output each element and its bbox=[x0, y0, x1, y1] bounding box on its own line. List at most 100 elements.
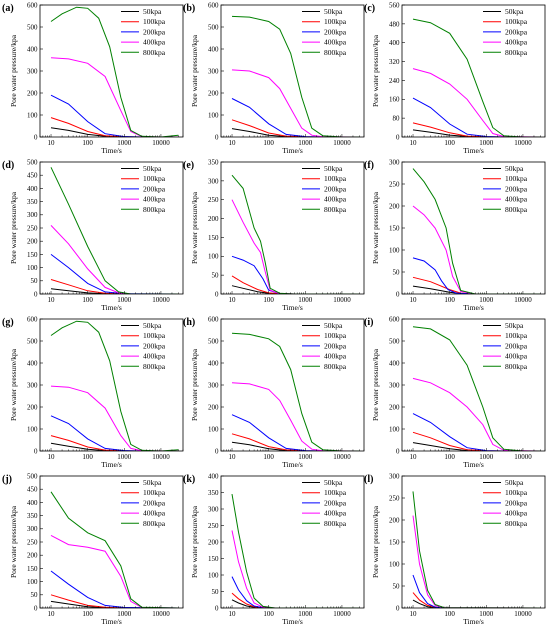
series-line-400kpa bbox=[412, 205, 541, 294]
y-tick-label: 250 bbox=[208, 522, 219, 530]
y-tick-label: 150 bbox=[208, 555, 219, 563]
x-tick-label: 100 bbox=[263, 453, 274, 461]
x-tick-label: 10000 bbox=[152, 296, 170, 304]
legend-entry: 200kpa bbox=[505, 27, 528, 36]
legend-entry: 200kpa bbox=[143, 184, 166, 193]
x-tick-label: 1000 bbox=[479, 139, 494, 147]
legend-entry: 800kpa bbox=[324, 48, 347, 57]
series-line-400kpa bbox=[50, 225, 179, 294]
y-tick-label: 250 bbox=[27, 538, 38, 546]
x-tick-label: 1000 bbox=[117, 139, 132, 147]
x-tick-label: 100 bbox=[444, 139, 455, 147]
series-line-400kpa bbox=[412, 377, 541, 451]
y-tick-label: 350 bbox=[27, 198, 38, 206]
x-tick-label: 100 bbox=[82, 296, 93, 304]
y-tick-label: 400 bbox=[208, 359, 219, 367]
y-tick-label: 50 bbox=[212, 272, 220, 280]
x-axis-label: Time/s bbox=[282, 303, 303, 312]
panel-label: (j) bbox=[2, 474, 12, 485]
x-tick-label: 100 bbox=[82, 139, 93, 147]
x-tick-label: 1000 bbox=[117, 610, 132, 618]
panel-a: (a) 0 100 200 300 400 500 600 10 100 1000 10000 Time… bbox=[2, 1, 184, 155]
y-tick-label: 250 bbox=[27, 224, 38, 232]
x-tick-label: 10 bbox=[48, 610, 56, 618]
panel-f: (f) 0 50 100 150 200 250 300 10 100 1000 10000 Time/… bbox=[364, 158, 546, 312]
y-tick-label: 350 bbox=[27, 512, 38, 520]
legend-entry: 50kpa bbox=[505, 164, 524, 173]
legend-entry: 50kpa bbox=[324, 478, 343, 487]
legend-entry: 800kpa bbox=[505, 48, 528, 57]
series-line-200kpa bbox=[412, 574, 541, 608]
y-tick-label: 0 bbox=[215, 133, 219, 141]
panel-i: (i) 0 100 200 300 400 500 600 10 100 1000 10000 Time… bbox=[364, 315, 546, 469]
series-line-100kpa bbox=[231, 433, 360, 451]
x-tick-label: 1000 bbox=[298, 610, 313, 618]
series-line-100kpa bbox=[231, 275, 360, 294]
panel-label: (e) bbox=[183, 160, 194, 171]
y-tick-label: 300 bbox=[208, 505, 219, 513]
legend-entry: 800kpa bbox=[324, 205, 347, 214]
legend-entry: 400kpa bbox=[143, 509, 166, 518]
y-tick-label: 150 bbox=[27, 565, 38, 573]
y-tick-label: 100 bbox=[27, 425, 38, 433]
y-tick-label: 0 bbox=[34, 290, 38, 298]
x-tick-label: 10 bbox=[410, 296, 418, 304]
x-tick-label: 1000 bbox=[479, 453, 494, 461]
y-tick-label: 150 bbox=[389, 224, 400, 232]
series-line-800kpa bbox=[412, 326, 541, 451]
y-tick-label: 200 bbox=[27, 552, 38, 560]
x-tick-label: 10 bbox=[229, 610, 237, 618]
y-tick-label: 100 bbox=[27, 578, 38, 586]
x-tick-label: 10 bbox=[48, 139, 56, 147]
x-axis-label: Time/s bbox=[101, 146, 122, 155]
panel-b: (b) 0 100 200 300 400 500 600 10 100 1000 10000 Time… bbox=[183, 1, 365, 155]
panel-k: (k) 0 50 100 150 200 250 300 350 400 10 100 1000 1000… bbox=[183, 472, 365, 626]
series-line-400kpa bbox=[231, 382, 360, 451]
legend-entry: 50kpa bbox=[324, 7, 343, 16]
legend-entry: 50kpa bbox=[143, 478, 162, 487]
legend-entry: 100kpa bbox=[143, 174, 166, 183]
y-tick-label: 400 bbox=[27, 45, 38, 53]
y-tick-label: 200 bbox=[208, 538, 219, 546]
y-tick-label: 100 bbox=[208, 111, 219, 119]
y-tick-label: 300 bbox=[27, 381, 38, 389]
x-tick-label: 100 bbox=[444, 453, 455, 461]
legend-entry: 200kpa bbox=[143, 341, 166, 350]
series-lines bbox=[50, 491, 179, 608]
panel-g: (g) 0 100 200 300 400 500 600 10 100 1000 10000 Time… bbox=[2, 315, 184, 469]
y-tick-label: 450 bbox=[27, 486, 38, 494]
y-tick-label: 50 bbox=[212, 588, 220, 596]
series-line-800kpa bbox=[50, 6, 179, 137]
y-axis-label: Pore water pressure/kpa bbox=[190, 505, 199, 578]
y-axis-label: Pore water pressure/kpa bbox=[190, 34, 199, 107]
series-line-100kpa bbox=[50, 435, 179, 451]
legend-entry: 800kpa bbox=[143, 362, 166, 371]
x-tick-label: 10000 bbox=[514, 296, 532, 304]
legend-entry: 800kpa bbox=[324, 362, 347, 371]
legend-entry: 200kpa bbox=[324, 27, 347, 36]
series-line-200kpa bbox=[50, 94, 179, 137]
x-tick-label: 10000 bbox=[333, 139, 351, 147]
y-tick-label: 50 bbox=[393, 582, 401, 590]
series-line-100kpa bbox=[412, 431, 541, 451]
y-tick-label: 50 bbox=[31, 591, 39, 599]
legend-entry: 200kpa bbox=[324, 184, 347, 193]
y-tick-label: 400 bbox=[27, 359, 38, 367]
x-tick-label: 1000 bbox=[298, 453, 313, 461]
x-tick-label: 100 bbox=[82, 610, 93, 618]
y-tick-label: 350 bbox=[208, 489, 219, 497]
panel-label: (d) bbox=[2, 160, 14, 171]
series-line-100kpa bbox=[50, 117, 179, 137]
x-tick-label: 10 bbox=[229, 453, 237, 461]
y-axis-label: Pore water pressure/kpa bbox=[371, 34, 380, 107]
x-tick-label: 10000 bbox=[152, 139, 170, 147]
panel-label: (g) bbox=[2, 317, 14, 328]
y-tick-label: 0 bbox=[396, 133, 400, 141]
series-line-200kpa bbox=[231, 414, 360, 451]
y-tick-label: 500 bbox=[208, 337, 219, 345]
y-tick-label: 600 bbox=[27, 1, 38, 9]
